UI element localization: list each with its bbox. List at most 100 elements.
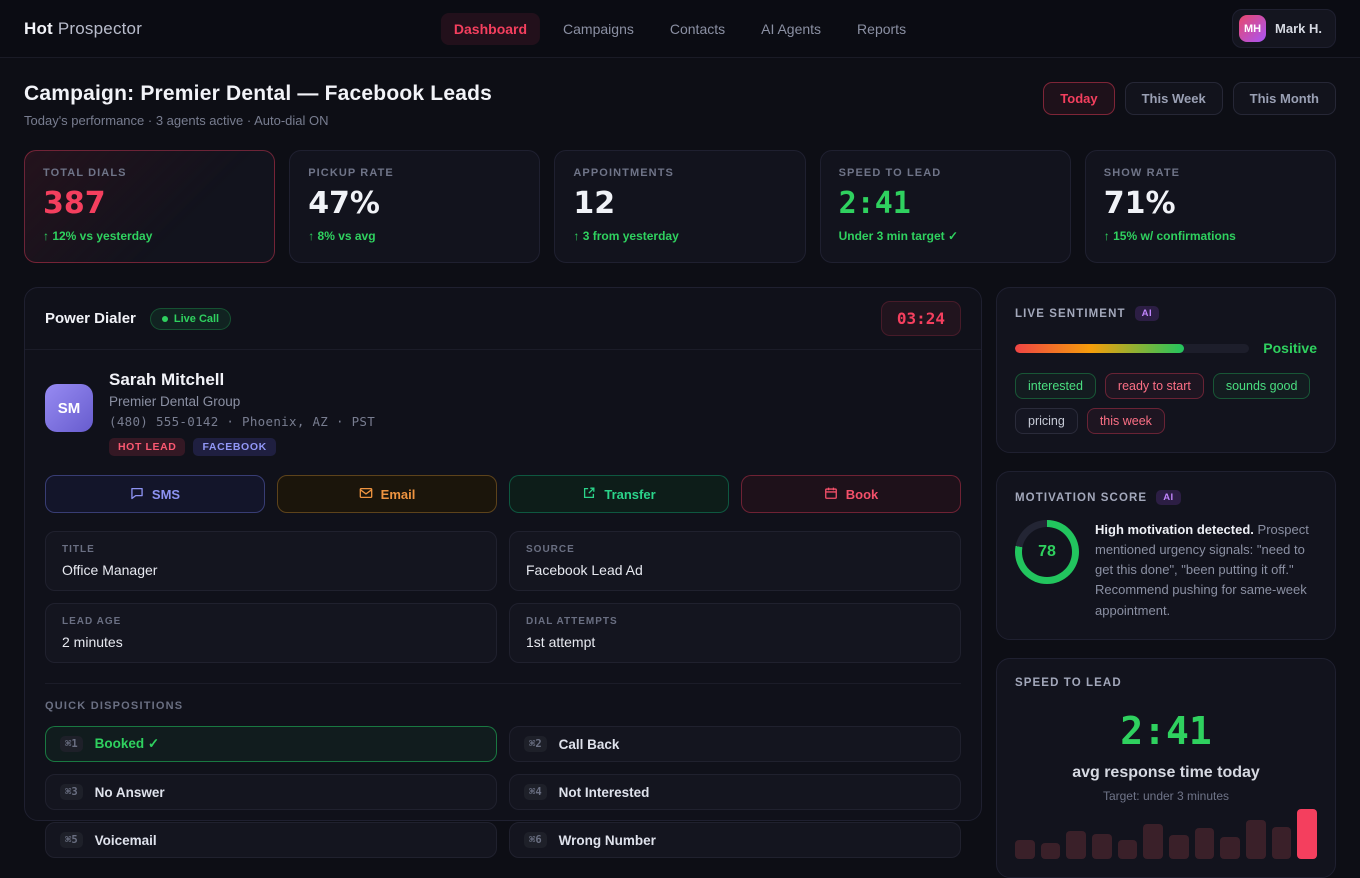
range-this-month-button[interactable]: This Month <box>1232 82 1336 115</box>
speed-bar-chart <box>1015 803 1318 859</box>
kpi-delta: Under 3 min target ✓ <box>838 229 959 243</box>
speed-bar <box>1092 834 1112 859</box>
disposition-label: Wrong Number <box>558 832 656 848</box>
transfer-button[interactable]: Transfer <box>509 475 729 513</box>
kpi-delta: ↑ 12% vs yesterday <box>43 229 153 243</box>
speed-bar <box>1117 839 1138 859</box>
shortcut-key: ⌘4 <box>524 784 547 800</box>
disposition-booked[interactable]: ⌘1 Booked ✓ <box>45 726 497 762</box>
page-header: Campaign: Premier Dental — Facebook Lead… <box>0 58 1360 128</box>
main-content: Power Dialer Live Call 03:24 SM Sarah Mi… <box>0 263 1360 878</box>
kpi-delta: ↑ 8% vs avg <box>308 229 376 243</box>
disposition-label: Voicemail <box>94 832 157 848</box>
kpi-total-dials: TOTAL DIALS 387 ↑ 12% vs yesterday <box>24 150 276 263</box>
call-timer: 03:24 <box>880 301 961 336</box>
kpi-label: PICKUP RATE <box>308 167 394 179</box>
kpi-label: SPEED TO LEAD <box>838 167 942 179</box>
page-subtitle: Today's performance · 3 agents active · … <box>24 113 329 128</box>
speed-bar <box>1015 839 1035 859</box>
range-today-button[interactable]: Today <box>1043 82 1115 115</box>
book-label: Book <box>845 486 879 502</box>
user-avatar: MH <box>1239 15 1267 42</box>
disposition-not-interested[interactable]: ⌘4 Not Interested <box>509 774 961 810</box>
speed-bar <box>1297 809 1318 859</box>
speed-caption: avg response time today <box>1072 763 1260 781</box>
live-dot-icon <box>161 315 168 322</box>
disposition-wrong-number[interactable]: ⌘6 Wrong Number <box>509 822 961 858</box>
shortcut-key: ⌘2 <box>524 736 547 752</box>
brand-light: Prospector <box>57 18 143 38</box>
kpi-appointments: APPOINTMENTS 12 ↑ 3 from yesterday <box>554 150 806 263</box>
field-value: 1st attempt <box>526 634 596 650</box>
envelope-icon <box>359 486 373 503</box>
shortcut-key: ⌘6 <box>524 832 547 848</box>
contact-card: SM Sarah Mitchell Premier Dental Group (… <box>45 370 961 456</box>
range-this-week-button[interactable]: This Week <box>1124 82 1223 115</box>
disposition-voicemail[interactable]: ⌘5 Voicemail <box>45 822 497 858</box>
nav-item-dashboard[interactable]: Dashboard <box>440 12 541 45</box>
field-value: 2 minutes <box>62 634 123 650</box>
kpi-value: 71% <box>1103 186 1176 221</box>
tag-pricing: pricing <box>1015 408 1078 434</box>
book-button[interactable]: Book <box>741 475 961 513</box>
brand-logo: Hot Prospector <box>24 19 142 39</box>
external-link-icon <box>582 486 596 503</box>
field-source: SOURCE Facebook Lead Ad <box>509 531 961 591</box>
field-dial-attempts: DIAL ATTEMPTS 1st attempt <box>509 603 961 663</box>
nav-links: Dashboard Campaigns Contacts AI Agents R… <box>440 12 919 45</box>
field-label: SOURCE <box>526 544 575 555</box>
power-dialer-title: Power Dialer <box>45 310 136 327</box>
motivation-score-title: MOTIVATION SCORE <box>1015 491 1148 504</box>
speed-bar <box>1271 827 1292 859</box>
disposition-grid: ⌘1 Booked ✓ ⌘2 Call Back ⌘3 No Answer ⌘4… <box>45 726 961 858</box>
page-title: Campaign: Premier Dental — Facebook Lead… <box>24 82 492 105</box>
field-value: Facebook Lead Ad <box>526 562 643 578</box>
kpi-value: 2:41 <box>838 186 911 221</box>
motivation-ring: 78 <box>1015 520 1079 584</box>
live-sentiment-card: LIVE SENTIMENT AI Positive interested re… <box>996 287 1336 453</box>
nav-item-reports[interactable]: Reports <box>857 20 907 37</box>
kpi-label: APPOINTMENTS <box>573 167 674 179</box>
speed-bar <box>1246 819 1266 859</box>
shortcut-key: ⌘3 <box>60 784 83 800</box>
speed-to-lead-title: SPEED TO LEAD <box>1015 676 1122 689</box>
contact-avatar: SM <box>45 384 93 432</box>
ai-badge: AI <box>1134 306 1160 321</box>
kpi-row: TOTAL DIALS 387 ↑ 12% vs yesterday PICKU… <box>24 150 1336 263</box>
contact-company: Premier Dental Group <box>109 394 241 409</box>
nav-item-ai-agents[interactable]: AI Agents <box>761 20 822 37</box>
disposition-label: No Answer <box>94 784 165 800</box>
sentiment-meter: Positive <box>1015 340 1317 356</box>
kpi-delta: ↑ 3 from yesterday <box>573 229 679 243</box>
sms-button[interactable]: SMS <box>45 475 265 513</box>
email-button[interactable]: Email <box>277 475 497 513</box>
speed-bar <box>1143 823 1164 859</box>
disposition-label: Booked ✓ <box>94 736 160 751</box>
disposition-label: Call Back <box>558 736 620 752</box>
nav-item-contacts[interactable]: Contacts <box>669 20 726 37</box>
speed-bar <box>1169 835 1189 859</box>
disposition-call-back[interactable]: ⌘2 Call Back <box>509 726 961 762</box>
right-sidebar: LIVE SENTIMENT AI Positive interested re… <box>996 287 1336 878</box>
nav-item-campaigns[interactable]: Campaigns <box>563 20 634 37</box>
user-menu[interactable]: MH Mark H. <box>1232 9 1336 48</box>
power-dialer-header: Power Dialer Live Call 03:24 <box>25 288 981 350</box>
sms-label: SMS <box>151 486 181 502</box>
tag-interested: interested <box>1015 373 1096 399</box>
kpi-show-rate: SHOW RATE 71% ↑ 15% w/ confirmations <box>1084 150 1336 263</box>
live-call-label: Live Call <box>173 312 220 325</box>
kpi-value: 387 <box>43 186 106 221</box>
field-label: LEAD AGE <box>62 616 122 627</box>
user-name: Mark H. <box>1275 21 1322 36</box>
shortcut-key: ⌘1 <box>60 736 83 752</box>
contact-name: Sarah Mitchell <box>109 370 225 389</box>
kpi-label: TOTAL DIALS <box>43 167 127 179</box>
shortcut-key: ⌘5 <box>60 832 83 848</box>
kpi-value: 47% <box>308 186 380 221</box>
email-label: Email <box>380 486 416 502</box>
speed-bar <box>1194 828 1215 859</box>
live-sentiment-title: LIVE SENTIMENT <box>1015 307 1126 320</box>
tag-ready-to-start: ready to start <box>1104 373 1204 399</box>
disposition-no-answer[interactable]: ⌘3 No Answer <box>45 774 497 810</box>
speed-to-lead-card: SPEED TO LEAD 2:41 avg response time tod… <box>996 657 1336 878</box>
